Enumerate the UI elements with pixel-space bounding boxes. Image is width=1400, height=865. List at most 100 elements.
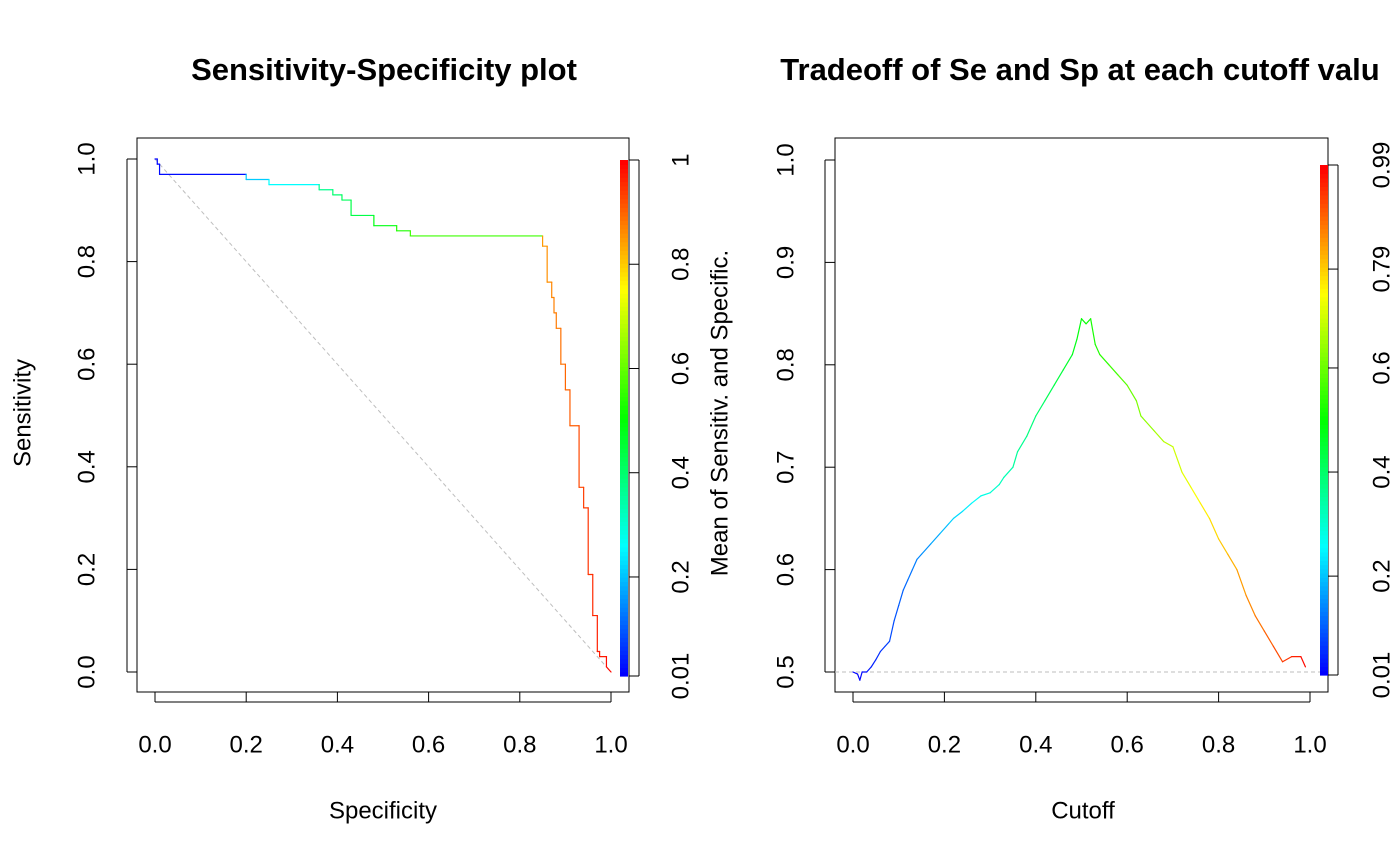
plot2-colorbar-segment xyxy=(1320,199,1328,204)
plot1-colorbar-segment xyxy=(620,663,628,668)
plot1-y-axis-label: Sensitivity xyxy=(9,359,36,467)
plot2-series-segment xyxy=(1035,400,1046,417)
plot2-series-segment xyxy=(1085,318,1092,325)
plot2-colorbar-segment xyxy=(1320,296,1328,302)
plot2-colorbar-segment xyxy=(1320,607,1328,612)
plot2-colorbar-segment xyxy=(1320,619,1328,625)
plot2-series-segment xyxy=(1140,415,1147,422)
plot1-series-segment xyxy=(605,666,612,673)
plot1-colorbar-segment xyxy=(620,168,628,174)
plot1-colorbar-tick-label: 0.4 xyxy=(667,456,694,489)
plot2-colorbar-segment xyxy=(1320,356,1328,362)
plot2-colorbar-segment xyxy=(1320,649,1328,655)
plot1-colorbar-tick-label: 0.01 xyxy=(667,653,694,700)
plot1-colorbar-segment xyxy=(620,319,628,324)
plot2-colorbar-segment xyxy=(1320,577,1328,583)
plot2-colorbar-segment xyxy=(1320,632,1328,638)
plot1-colorbar-segment xyxy=(620,495,628,501)
plot2-series-segment xyxy=(962,502,973,512)
plot2-series-segment xyxy=(856,673,861,681)
plot2-colorbar-segment xyxy=(1320,258,1328,264)
plot1-x-tick-label: 0.2 xyxy=(230,731,263,758)
plot1-colorbar-segment xyxy=(620,400,628,406)
plot2-colorbar-segment xyxy=(1320,505,1328,510)
plot2-colorbar-segment xyxy=(1320,645,1328,651)
plot2-colorbar-segment xyxy=(1320,551,1328,557)
plot2-colorbar-segment xyxy=(1320,653,1328,659)
plot1-colorbar-segment xyxy=(620,370,628,376)
plot2-colorbar-segment xyxy=(1320,339,1328,345)
plot2-series-segment xyxy=(1053,369,1064,386)
plot1-colorbar-segment xyxy=(620,336,628,342)
plot1-colorbar-segment xyxy=(620,353,628,359)
plot2-colorbar-segment xyxy=(1320,386,1328,391)
plot2-x-tick-label: 0.4 xyxy=(1019,731,1052,758)
plot1-colorbar-segment xyxy=(620,564,628,570)
plot2-series-segment xyxy=(1281,656,1293,663)
plot2-series-segment xyxy=(939,522,950,535)
plot2-colorbar-segment xyxy=(1320,598,1328,604)
plot2-colorbar-segment xyxy=(1320,301,1328,306)
plot2-colorbar-segment xyxy=(1320,522,1328,527)
plot2-colorbar-segment xyxy=(1320,564,1328,570)
plot2-colorbar-segment xyxy=(1320,309,1328,315)
plot1-colorbar-segment xyxy=(620,443,628,449)
plot2-colorbar-tick-label: 0.79 xyxy=(1368,246,1395,293)
plot2-series-segment xyxy=(1062,353,1073,371)
plot1-colorbar-segment xyxy=(620,504,628,509)
plot2-colorbar-segment xyxy=(1320,573,1328,578)
plot2-colorbar-segment xyxy=(1320,513,1328,519)
plot1-reference-diagonal xyxy=(154,158,612,673)
plot2-series-segment xyxy=(1236,568,1247,596)
plot1-colorbar-segment xyxy=(620,233,628,238)
plot2-colorbar-segment xyxy=(1320,560,1328,566)
plot2-colorbar-segment xyxy=(1320,445,1328,451)
plot2-series-segment xyxy=(1126,384,1137,402)
plot2-colorbar-segment xyxy=(1320,186,1328,192)
plot2-colorbar-tick-label: 0.99 xyxy=(1368,142,1395,189)
plot2-colorbar-segment xyxy=(1320,543,1328,549)
plot2-colorbar-segment xyxy=(1320,454,1328,459)
plot1-colorbar-segment xyxy=(620,314,628,320)
plot1-colorbar-segment xyxy=(620,607,628,613)
plot1-colorbar-segment xyxy=(620,181,628,187)
plot2-colorbar-segment xyxy=(1320,662,1328,668)
plot2-colorbar-segment xyxy=(1320,347,1328,353)
plot2-series-segment xyxy=(989,484,1000,494)
plot2-colorbar-segment xyxy=(1320,407,1328,413)
plot2-series-segment xyxy=(898,589,904,607)
plot1-colorbar-segment xyxy=(620,508,628,514)
plot2-series-segment xyxy=(1016,435,1028,453)
plot2-colorbar-segment xyxy=(1320,449,1328,455)
plot1-colorbar-segment xyxy=(620,258,628,264)
plot2-colorbar-tick-label: 0.6 xyxy=(1368,351,1395,384)
plot2-colorbar-tick-label: 0.4 xyxy=(1368,455,1395,488)
plot2-colorbar-segment xyxy=(1320,326,1328,332)
plot1-colorbar-segment xyxy=(620,349,628,355)
plot1-colorbar-segment xyxy=(620,499,628,505)
plot1-colorbar-segment xyxy=(620,624,628,630)
plot2-colorbar-segment xyxy=(1320,360,1328,366)
plot2-colorbar-segment xyxy=(1320,173,1328,179)
plot1-colorbar-segment xyxy=(620,577,628,582)
plot1-colorbar-segment xyxy=(620,323,628,329)
plot2-series-segment xyxy=(952,510,964,520)
plot2-colorbar-segment xyxy=(1320,398,1328,404)
plot2-colorbar-segment xyxy=(1320,568,1328,574)
plot2-y-tick-label: 0.9 xyxy=(772,246,799,279)
plot1-colorbar-segment xyxy=(620,658,628,664)
plot1-colorbar-segment xyxy=(620,590,628,595)
plot2-colorbar-segment xyxy=(1320,590,1328,595)
plot1-colorbar-segment xyxy=(620,185,628,191)
plot2-colorbar-segment xyxy=(1320,228,1328,234)
plot2-y-tick-label: 0.8 xyxy=(772,348,799,381)
plot2-series-segment xyxy=(1044,384,1055,402)
plot2-colorbar-segment xyxy=(1320,479,1328,485)
plot1-colorbar-segment xyxy=(620,615,628,621)
plot2-series-segment xyxy=(907,568,914,581)
plot1-colorbar-segment xyxy=(620,220,628,226)
plot1-colorbar-segment xyxy=(620,160,628,165)
plot1-colorbar-segment xyxy=(620,409,628,415)
plot1-colorbar-segment xyxy=(620,469,628,475)
